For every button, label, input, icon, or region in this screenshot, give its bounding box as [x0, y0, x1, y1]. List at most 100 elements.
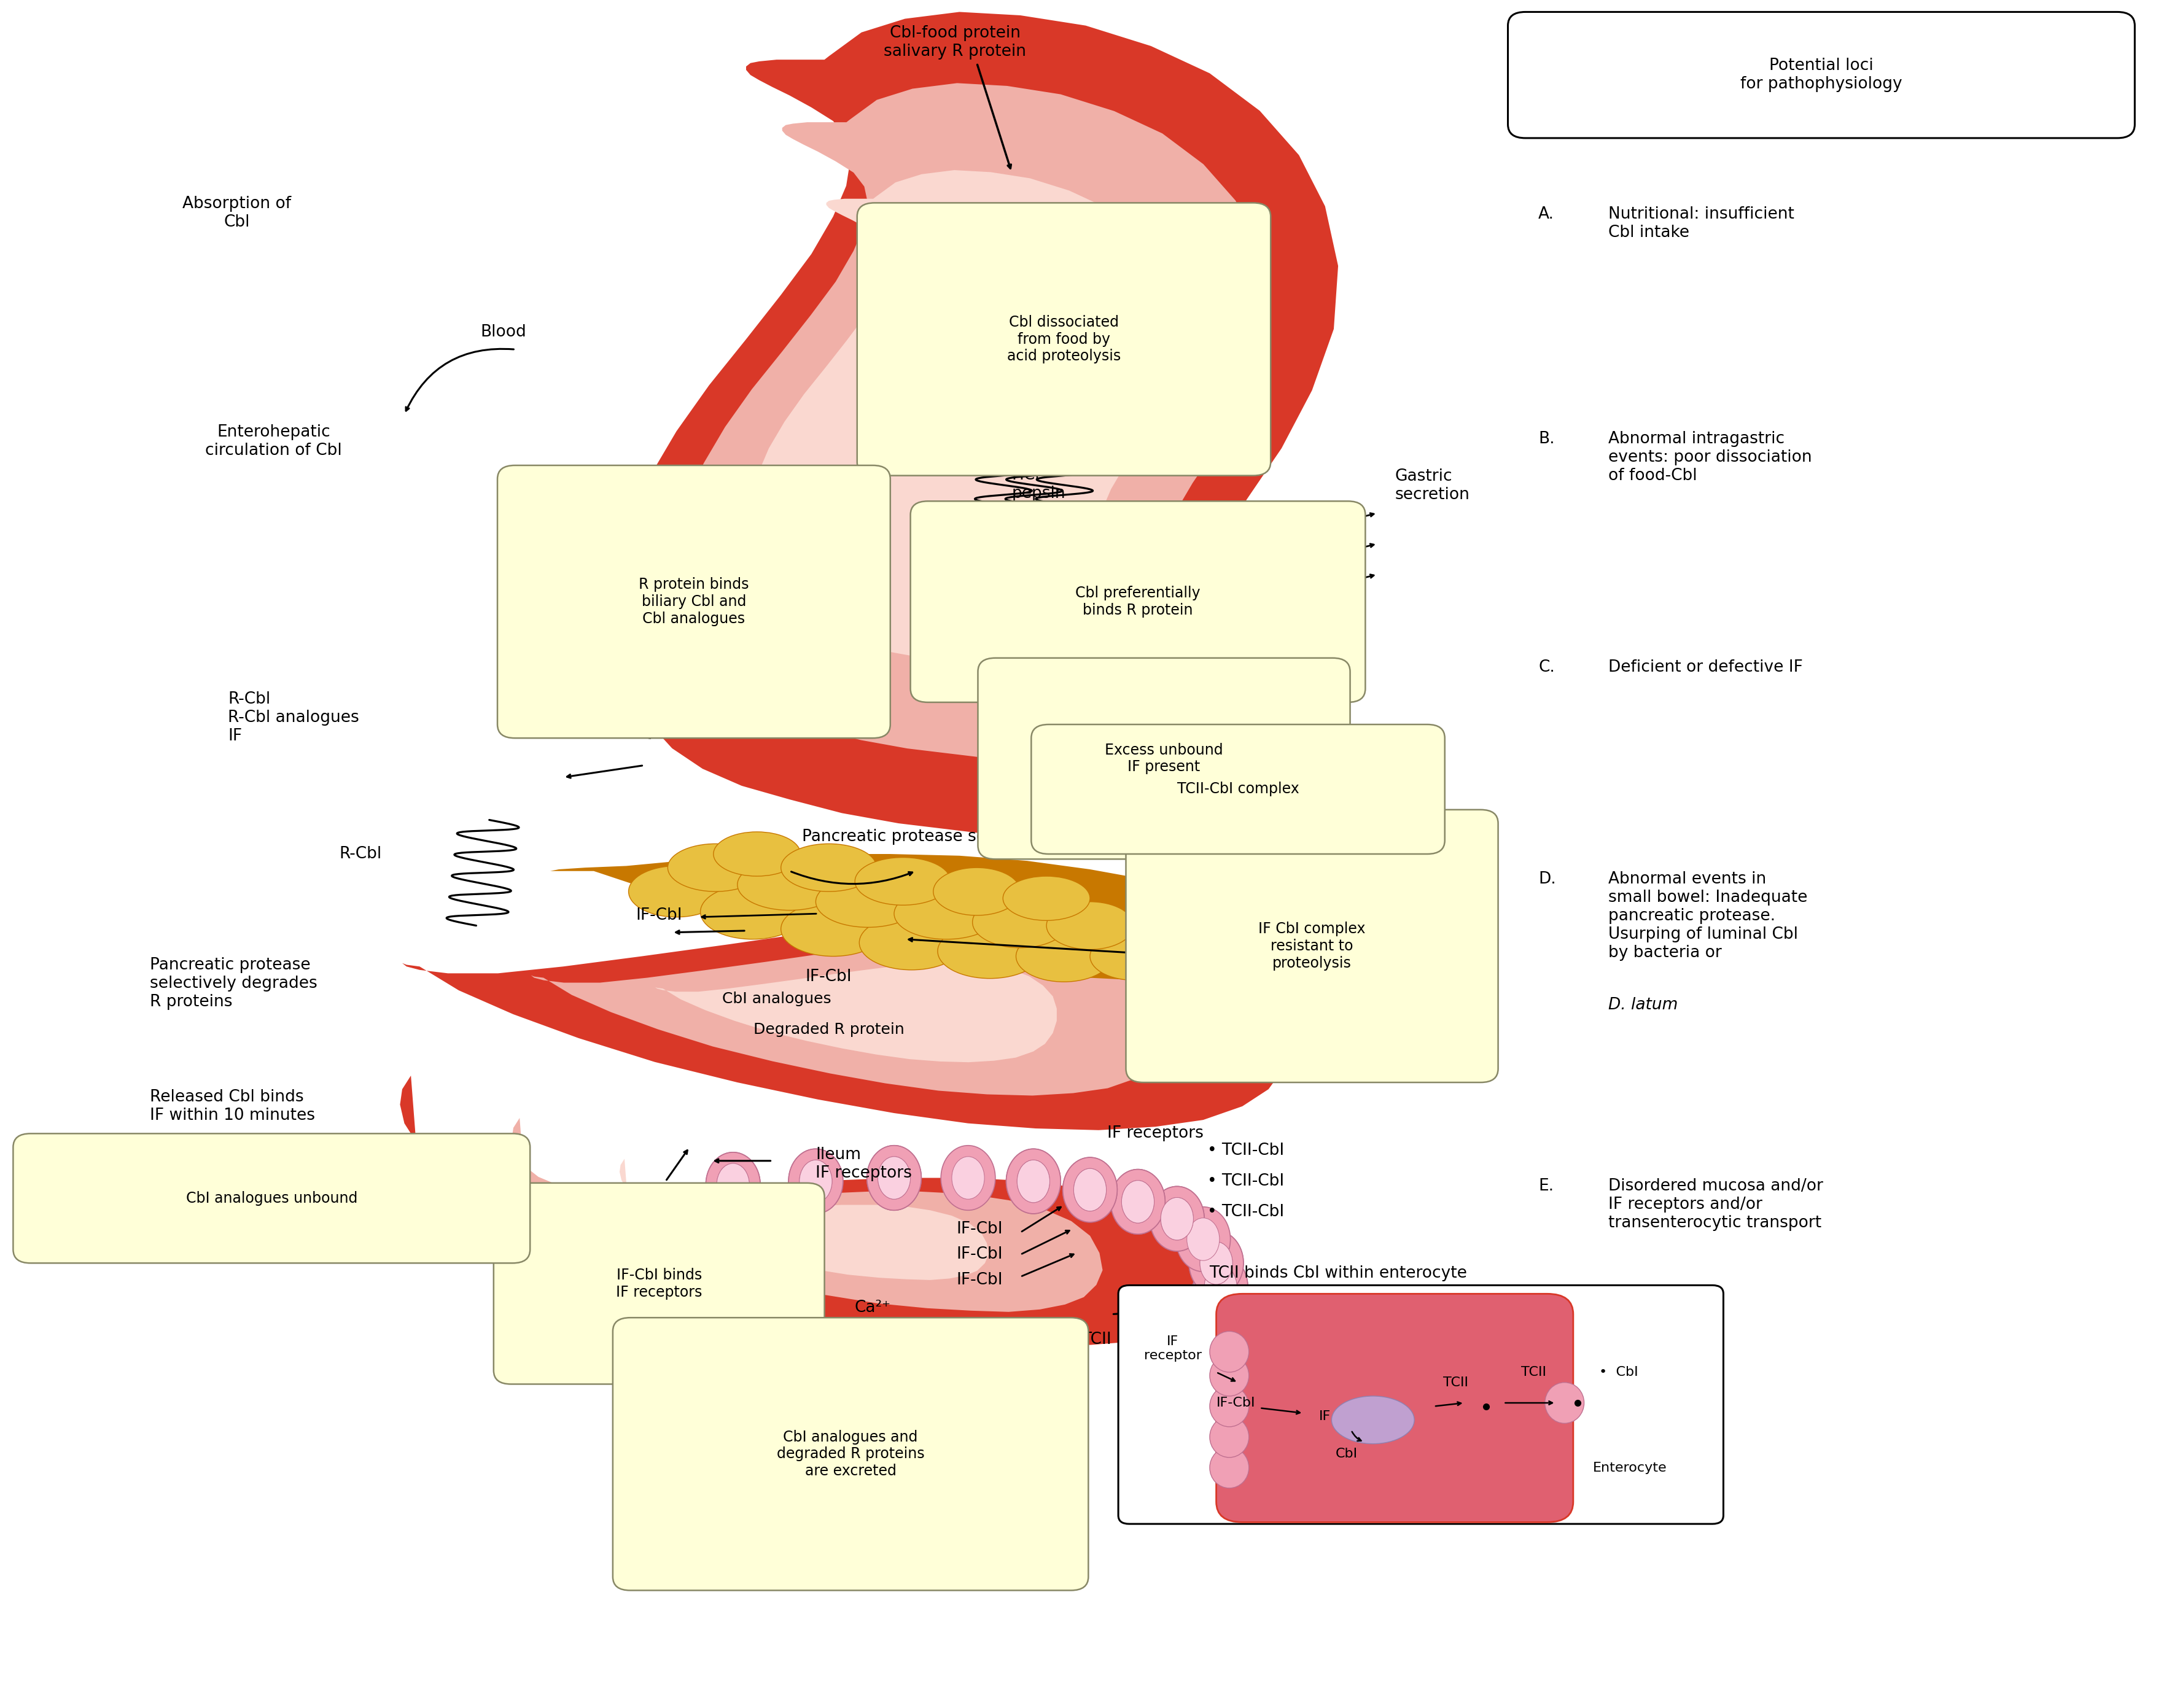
Ellipse shape — [894, 888, 998, 939]
Ellipse shape — [1160, 1197, 1192, 1240]
Ellipse shape — [1016, 931, 1112, 982]
Text: TCII binds CbI within enterocyte: TCII binds CbI within enterocyte — [1210, 1266, 1467, 1281]
Ellipse shape — [1332, 1395, 1415, 1443]
Text: IF
HCl
Pepsin: IF HCl Pepsin — [1312, 524, 1365, 577]
Ellipse shape — [1210, 1447, 1249, 1488]
Ellipse shape — [1018, 1160, 1051, 1202]
Text: R-CbI: R-CbI — [1103, 663, 1147, 678]
Polygon shape — [619, 1158, 990, 1279]
FancyBboxPatch shape — [911, 500, 1365, 702]
Ellipse shape — [1149, 1187, 1203, 1252]
Polygon shape — [401, 909, 1295, 1131]
Ellipse shape — [868, 1146, 922, 1211]
Ellipse shape — [1121, 1180, 1153, 1223]
Ellipse shape — [700, 885, 804, 939]
Ellipse shape — [717, 1163, 750, 1206]
Text: Gastric
secretion: Gastric secretion — [1395, 468, 1469, 502]
Ellipse shape — [1064, 1158, 1116, 1223]
Text: CbI analogues and
degraded R proteins
are excreted: CbI analogues and degraded R proteins ar… — [776, 1430, 924, 1479]
Text: IF-CbI: IF-CbI — [637, 907, 682, 924]
FancyBboxPatch shape — [13, 1134, 530, 1264]
Text: IF: IF — [1186, 804, 1199, 822]
Ellipse shape — [1546, 1382, 1585, 1423]
Text: TCII: TCII — [1081, 1332, 1112, 1348]
Text: D.: D. — [1539, 871, 1557, 886]
Text: IF-CbI: IF-CbI — [1216, 1397, 1256, 1409]
Text: IF receptors: IF receptors — [1107, 1126, 1203, 1141]
Text: CbI analogues unbound: CbI analogues unbound — [185, 1190, 358, 1206]
Text: Potential loci
for pathophysiology: Potential loci for pathophysiology — [1740, 58, 1903, 92]
Text: IF: IF — [1319, 1411, 1332, 1423]
Ellipse shape — [717, 1163, 750, 1206]
Ellipse shape — [1195, 1286, 1227, 1329]
Text: R-Cbl
R-Cbl analogues
IF: R-Cbl R-Cbl analogues IF — [229, 692, 360, 745]
Text: • TCII-CbI: • TCII-CbI — [1208, 1204, 1284, 1220]
Ellipse shape — [780, 844, 876, 892]
Text: To portal blood and
systemic circulation: To portal blood and systemic circulation — [1184, 859, 1345, 893]
Ellipse shape — [1192, 1255, 1247, 1319]
Ellipse shape — [1121, 1180, 1153, 1223]
Ellipse shape — [1210, 1354, 1249, 1395]
Text: Deficient or defective IF: Deficient or defective IF — [1609, 659, 1803, 676]
Text: Pancreatic protease
selectively degrades
R proteins: Pancreatic protease selectively degrades… — [150, 956, 318, 1009]
Text: IF
receptor: IF receptor — [1144, 1336, 1201, 1361]
Ellipse shape — [789, 1149, 844, 1214]
Text: • TCII-CbI: • TCII-CbI — [1208, 1173, 1284, 1189]
Ellipse shape — [859, 915, 964, 970]
Ellipse shape — [1003, 876, 1090, 921]
Text: IF-CbI binds
IF receptors: IF-CbI binds IF receptors — [617, 1267, 702, 1300]
Text: IF-CbI: IF-CbI — [807, 968, 852, 986]
Ellipse shape — [1155, 927, 1234, 972]
FancyBboxPatch shape — [613, 1317, 1088, 1590]
Ellipse shape — [1210, 1416, 1249, 1457]
Ellipse shape — [1075, 1168, 1105, 1211]
Text: Abnormal events in
small bowel: Inadequate
pancreatic protease.
Usurping of lumi: Abnormal events in small bowel: Inadequa… — [1609, 871, 1807, 960]
Ellipse shape — [800, 1160, 833, 1202]
FancyBboxPatch shape — [497, 465, 889, 738]
Text: Abnormal intragastric
events: poor dissociation
of food-Cbl: Abnormal intragastric events: poor disso… — [1609, 430, 1812, 483]
Ellipse shape — [1210, 1331, 1249, 1372]
Ellipse shape — [737, 859, 841, 910]
Ellipse shape — [1199, 1242, 1232, 1284]
Text: C.: C. — [1539, 659, 1554, 676]
FancyBboxPatch shape — [1509, 12, 2134, 138]
Ellipse shape — [1203, 1266, 1236, 1308]
Ellipse shape — [868, 1146, 922, 1211]
FancyBboxPatch shape — [1031, 724, 1445, 854]
Ellipse shape — [1199, 1242, 1232, 1284]
Text: R-Cbl: R-Cbl — [340, 845, 381, 863]
Text: Nutritional: insufficient
Cbl intake: Nutritional: insufficient Cbl intake — [1609, 207, 1794, 241]
Ellipse shape — [628, 866, 724, 917]
Ellipse shape — [1192, 1255, 1247, 1319]
Ellipse shape — [800, 1160, 833, 1202]
Ellipse shape — [1184, 1276, 1238, 1339]
Text: •  CbI: • CbI — [1600, 1366, 1639, 1378]
Ellipse shape — [706, 1153, 761, 1218]
Ellipse shape — [1175, 1208, 1230, 1272]
Ellipse shape — [1064, 1158, 1116, 1223]
Ellipse shape — [942, 1146, 996, 1211]
FancyBboxPatch shape — [857, 203, 1271, 475]
Ellipse shape — [1046, 902, 1134, 950]
Text: Degraded R protein: Degraded R protein — [754, 1021, 905, 1037]
Polygon shape — [748, 171, 1182, 668]
Ellipse shape — [855, 857, 950, 905]
Polygon shape — [549, 854, 1262, 980]
Text: Released Cbl binds
IF within 10 minutes: Released Cbl binds IF within 10 minutes — [150, 1090, 314, 1124]
Text: Biliary Cbl and
Cbl analogues
excreted: Biliary Cbl and Cbl analogues excreted — [534, 487, 652, 540]
FancyBboxPatch shape — [493, 1184, 824, 1383]
Ellipse shape — [879, 1156, 911, 1199]
Text: CbI analogues: CbI analogues — [722, 992, 831, 1006]
Text: R-protein
CbI-food protein: R-protein CbI-food protein — [1107, 241, 1238, 275]
Ellipse shape — [1177, 1303, 1210, 1346]
Ellipse shape — [933, 868, 1020, 915]
FancyBboxPatch shape — [1125, 810, 1498, 1083]
Ellipse shape — [1166, 1291, 1221, 1356]
Text: IF-CbI: IF-CbI — [957, 1272, 1003, 1288]
Ellipse shape — [1186, 1218, 1219, 1261]
FancyBboxPatch shape — [979, 658, 1349, 859]
Polygon shape — [512, 1119, 1103, 1312]
Text: Enterocyte: Enterocyte — [1594, 1462, 1668, 1474]
Polygon shape — [532, 936, 1173, 1095]
Text: CbI: CbI — [1336, 1448, 1358, 1460]
